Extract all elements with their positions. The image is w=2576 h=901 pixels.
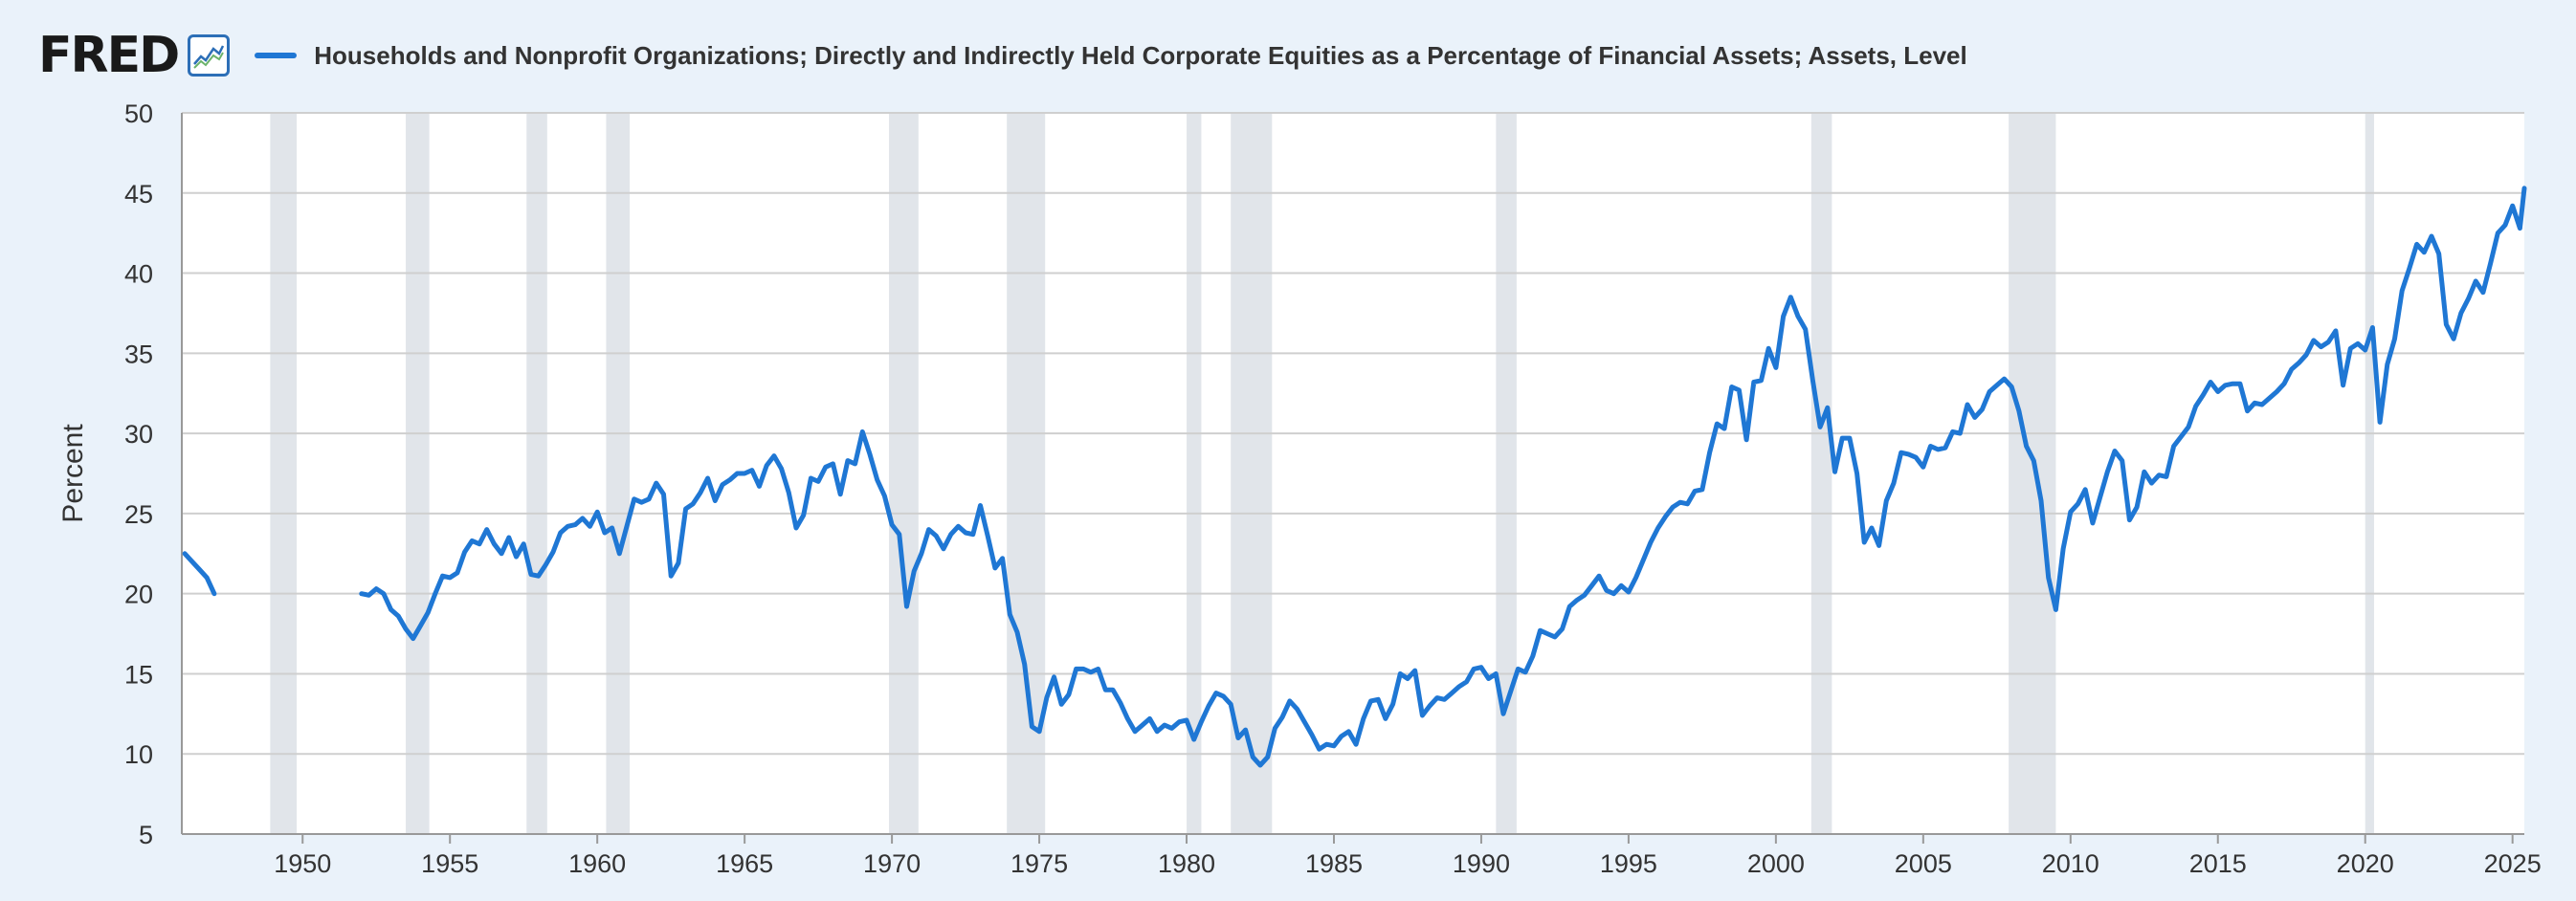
x-tick-label: 1980	[1158, 849, 1215, 878]
x-tick-label: 1975	[1010, 849, 1068, 878]
y-tick-label: 45	[124, 180, 153, 209]
y-tick-label: 35	[124, 340, 153, 368]
x-tick-label: 1960	[568, 849, 626, 878]
x-tick-label: 2005	[1895, 849, 1952, 878]
y-tick-label: 50	[124, 99, 153, 128]
series-line	[182, 551, 217, 597]
recession-band	[1007, 113, 1046, 834]
recession-band	[1496, 113, 1517, 834]
recession-band	[2009, 113, 2056, 834]
recession-band	[406, 113, 430, 834]
x-tick-label: 1995	[1600, 849, 1657, 878]
x-tick-label: 1965	[716, 849, 773, 878]
grid-lines	[181, 112, 2524, 835]
recession-band	[270, 113, 298, 834]
chart-header: FRED Households and Nonprofit Organizati…	[38, 27, 1967, 84]
x-tick-label: 1985	[1305, 849, 1363, 878]
x-tick-label: 2020	[2337, 849, 2394, 878]
chart-title: Households and Nonprofit Organizations; …	[314, 40, 1967, 70]
y-tick-label: 25	[124, 500, 153, 529]
recession-band	[1187, 113, 1202, 834]
x-tick-label: 2015	[2189, 849, 2247, 878]
series-layer	[182, 186, 2527, 768]
plot-area	[182, 113, 2524, 834]
recession-band	[1231, 113, 1273, 834]
x-tick-label: 1950	[274, 849, 331, 878]
y-tick-label: 5	[139, 821, 153, 849]
recession-band	[526, 113, 547, 834]
x-tick-label: 2010	[2042, 849, 2099, 878]
y-tick-label: 15	[124, 660, 153, 689]
series-line	[359, 186, 2527, 768]
recession-band	[606, 113, 631, 834]
legend-swatch	[255, 53, 298, 58]
x-axis-ticks: 1950 1955 1960 1965 1970 1975 1980 1985 1990 1995…	[274, 834, 2542, 878]
x-tick-label: 1970	[863, 849, 921, 878]
recession-band	[2365, 113, 2374, 834]
y-tick-label: 10	[124, 740, 153, 769]
y-tick-label: 30	[124, 420, 153, 449]
fred-logo[interactable]: FRED	[38, 27, 180, 84]
recession-band	[889, 113, 919, 834]
x-tick-label: 1990	[1453, 849, 1510, 878]
y-tick-label: 40	[124, 260, 153, 289]
y-tick-label: 20	[124, 581, 153, 609]
recession-band	[1810, 113, 1832, 834]
x-tick-label: 1955	[421, 849, 478, 878]
line-chart-icon[interactable]	[188, 34, 231, 77]
x-tick-label: 2025	[2484, 849, 2542, 878]
x-tick-label: 2000	[1747, 849, 1805, 878]
y-axis-ticks: 5 10 15 20 25 30 35 40 45 50	[124, 99, 153, 849]
y-axis-label: Percent	[57, 424, 89, 523]
recession-bands	[270, 113, 2374, 834]
